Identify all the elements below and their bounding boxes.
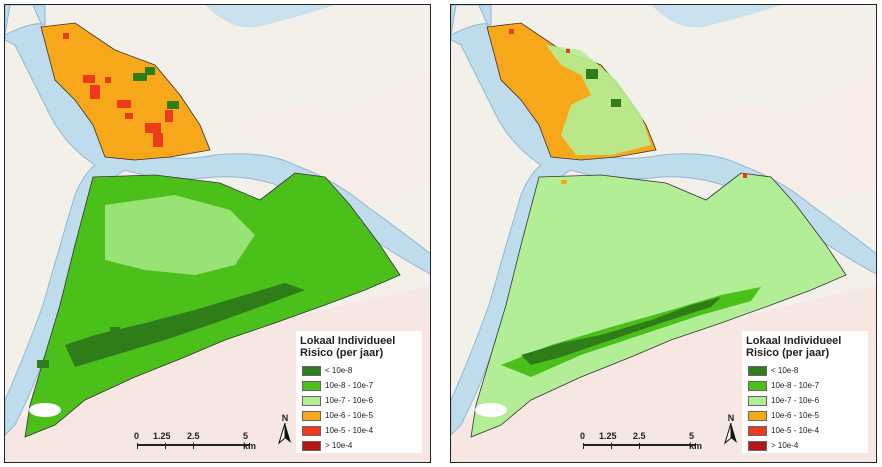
legend-swatch <box>748 380 767 391</box>
legend-title: Lokaal Individueel Risico (per jaar) <box>746 335 842 359</box>
north-arrow-icon: N <box>277 413 293 449</box>
legend-swatch <box>302 365 321 376</box>
legend-item: 10e-7 - 10e-6 <box>742 393 868 408</box>
legend-item: < 10e-8 <box>296 363 422 378</box>
risk-zone-medium <box>546 45 651 155</box>
lake <box>475 403 507 417</box>
legend-swatch <box>302 410 321 421</box>
polder-south <box>470 172 847 438</box>
legend-item: > 10e-4 <box>296 438 422 453</box>
north-arrow-icon: N <box>723 413 739 449</box>
legend-item: 10e-7 - 10e-6 <box>296 393 422 408</box>
risk-zone-low <box>521 297 721 365</box>
legend-item: 10e-6 - 10e-5 <box>742 408 868 423</box>
lake <box>29 403 61 417</box>
legend-swatch <box>748 440 767 451</box>
river <box>205 5 335 28</box>
legend-swatch <box>302 395 321 406</box>
river <box>651 5 781 28</box>
scale-bar: 0 1.25 2.5 5 km <box>133 431 263 461</box>
legend-item: 10e-5 - 10e-4 <box>296 423 422 438</box>
legend-item: 10e-6 - 10e-5 <box>296 408 422 423</box>
legend-item: 10e-8 - 10e-7 <box>296 378 422 393</box>
legend-swatch <box>748 425 767 436</box>
map-panel-right: Lokaal Individueel Risico (per jaar) < 1… <box>450 4 877 463</box>
legend-swatch <box>748 410 767 421</box>
polder-north <box>40 22 211 161</box>
legend-swatch <box>302 440 321 451</box>
risk-zone-low <box>37 283 305 368</box>
map-panel-left: Lokaal Individueel Risico (per jaar) < 1… <box>4 4 431 463</box>
risk-map-right <box>451 5 876 462</box>
legend-swatch <box>302 380 321 391</box>
risk-hotspots-low <box>586 69 621 107</box>
legend-item: 10e-8 - 10e-7 <box>742 378 868 393</box>
legend-item: < 10e-8 <box>742 363 868 378</box>
urban-area <box>681 66 876 205</box>
risk-zone-medium <box>105 195 255 275</box>
legend-item: 10e-5 - 10e-4 <box>742 423 868 438</box>
risk-hotspots-high <box>509 29 570 53</box>
legend-swatch <box>748 365 767 376</box>
risk-spot <box>561 180 567 184</box>
risk-hotspots-low <box>133 67 179 109</box>
scale-bar: 0 1.25 2.5 5 km <box>579 431 709 461</box>
legend: Lokaal Individueel Risico (per jaar) < 1… <box>742 331 868 453</box>
risk-spot <box>743 173 747 178</box>
risk-hotspots-high <box>63 33 173 147</box>
legend: Lokaal Individueel Risico (per jaar) < 1… <box>296 331 422 453</box>
urban-area <box>235 66 430 205</box>
legend-title: Lokaal Individueel Risico (per jaar) <box>300 335 396 359</box>
legend-item: > 10e-4 <box>742 438 868 453</box>
legend-swatch <box>302 425 321 436</box>
legend-swatch <box>748 395 767 406</box>
